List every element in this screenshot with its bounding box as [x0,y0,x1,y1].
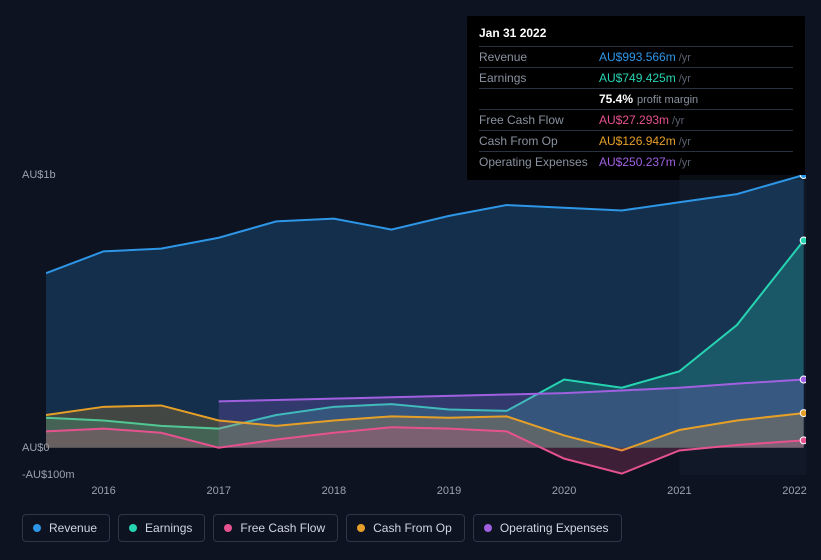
legend-item-operating-expenses[interactable]: Operating Expenses [473,514,622,542]
tooltip-subrow: 75.4% profit margin [479,88,793,109]
x-tick-label: 2022 [782,485,806,497]
tooltip-suffix: /yr [679,136,691,148]
legend-dot-icon [33,524,41,532]
legend-item-revenue[interactable]: Revenue [22,514,110,542]
series-end-dot [800,376,806,383]
legend-label: Earnings [145,521,192,535]
series-end-dot [800,410,806,417]
x-tick-label: 2017 [206,485,230,497]
tooltip-suffix: /yr [679,73,691,85]
series-end-dot [800,237,806,244]
series-end-dot [800,437,806,444]
series-end-dot [800,175,806,179]
legend-label: Operating Expenses [500,521,609,535]
legend-dot-icon [484,524,492,532]
tooltip-label: Revenue [479,50,599,64]
tooltip-rows: RevenueAU$993.566m/yrEarningsAU$749.425m… [479,46,793,172]
tooltip-label: Earnings [479,71,599,85]
plot-area[interactable] [46,175,806,475]
legend-dot-icon [357,524,365,532]
tooltip-row: RevenueAU$993.566m/yr [479,46,793,67]
legend-label: Revenue [49,521,97,535]
legend-item-free-cash-flow[interactable]: Free Cash Flow [213,514,338,542]
tooltip-row: EarningsAU$749.425m/yr [479,67,793,88]
legend-item-cash-from-op[interactable]: Cash From Op [346,514,465,542]
tooltip-sub-value: 75.4% [599,92,633,106]
x-tick-label: 2016 [91,485,115,497]
tooltip-value: AU$993.566m [599,50,676,64]
tooltip-date: Jan 31 2022 [479,26,793,46]
x-tick-label: 2018 [322,485,346,497]
tooltip-row: Cash From OpAU$126.942m/yr [479,130,793,151]
legend-label: Free Cash Flow [240,521,325,535]
legend: Revenue Earnings Free Cash Flow Cash From O… [22,514,622,542]
tooltip-value: AU$126.942m [599,134,676,148]
x-tick-label: 2019 [437,485,461,497]
tooltip-label: Cash From Op [479,134,599,148]
legend-item-earnings[interactable]: Earnings [118,514,205,542]
tooltip-value: AU$749.425m [599,71,676,85]
tooltip-label: Free Cash Flow [479,113,599,127]
plot-svg [46,175,806,475]
tooltip-suffix: /yr [679,52,691,64]
tooltip-row: Free Cash FlowAU$27.293m/yr [479,109,793,130]
tooltip-sub-label: profit margin [637,94,698,106]
tooltip-suffix: /yr [672,115,684,127]
legend-label: Cash From Op [373,521,452,535]
tooltip-value: AU$27.293m [599,113,669,127]
x-tick-label: 2021 [667,485,691,497]
financials-chart: -AU$100mAU$0AU$1b 2016201720182019202020… [0,155,821,505]
legend-dot-icon [129,524,137,532]
legend-dot-icon [224,524,232,532]
x-tick-label: 2020 [552,485,576,497]
